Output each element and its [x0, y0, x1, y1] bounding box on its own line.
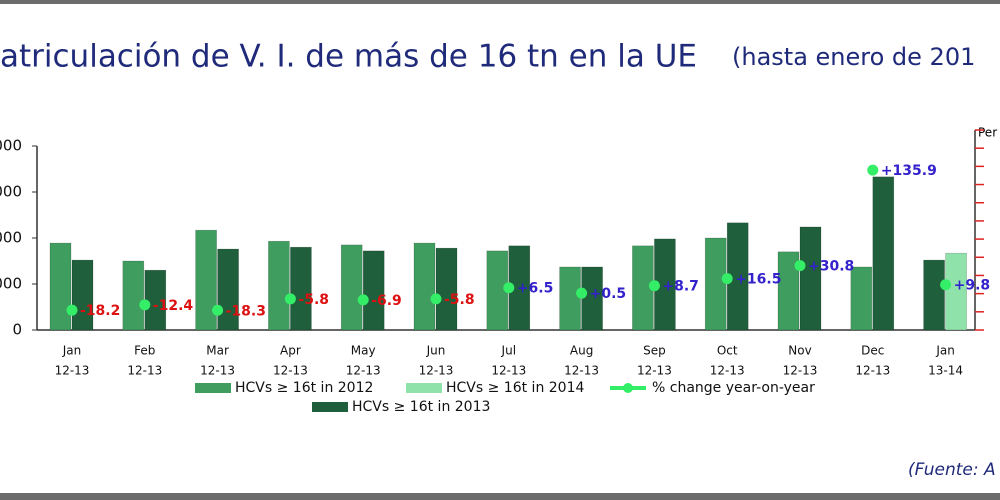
x-tick-label: Mar	[206, 344, 229, 358]
x-tick-label: 12-13	[273, 364, 308, 378]
x-tick-label: Jun	[426, 344, 446, 358]
bar	[945, 252, 967, 331]
x-tick-label: Jan	[62, 344, 82, 358]
bar	[290, 246, 312, 331]
line-marker	[867, 164, 879, 176]
bottom-border	[0, 493, 1000, 500]
y-tick-label: 0	[12, 321, 22, 339]
line-marker	[139, 299, 151, 311]
bar	[413, 242, 436, 331]
chart-title: atriculación de V. I. de más de 16 tn en…	[0, 39, 697, 75]
bar	[435, 247, 458, 331]
legend-marker	[623, 383, 633, 393]
data-label: +9.8	[954, 278, 991, 294]
line-marker	[284, 293, 296, 305]
x-tick-label: 13-14	[928, 364, 963, 378]
data-label: +8.7	[662, 279, 699, 295]
y2-axis-label: Per	[978, 126, 997, 140]
bar	[362, 250, 385, 331]
x-tick-label: 12-13	[564, 364, 599, 378]
x-tick-label: May	[351, 344, 376, 358]
x-tick-label: 12-13	[346, 364, 381, 378]
y-tick-label: 10000	[0, 275, 22, 293]
data-label: -6.9	[371, 293, 402, 309]
data-label: +6.5	[517, 281, 554, 297]
line-marker	[66, 304, 78, 316]
x-tick-label: 12-13	[855, 364, 890, 378]
x-tick-label: Sep	[643, 344, 666, 358]
x-tick-label: 12-13	[783, 364, 818, 378]
data-label: +16.5	[735, 272, 781, 288]
data-label: -18.3	[226, 303, 266, 319]
bar	[777, 251, 800, 331]
y-tick-label: 20000	[0, 229, 22, 247]
x-tick-label: 12-13	[55, 364, 90, 378]
bar	[122, 260, 145, 331]
x-tick-label: Dec	[861, 344, 884, 358]
top-border	[0, 0, 1000, 4]
line-marker	[721, 273, 733, 285]
data-label: -18.2	[80, 303, 120, 319]
bar	[340, 244, 363, 331]
line-marker	[212, 304, 224, 316]
legend-label: HCVs ≥ 16t in 2014	[446, 380, 584, 396]
bar	[923, 259, 945, 331]
data-label: +0.5	[590, 286, 627, 302]
y-tick-label: 40000	[0, 137, 22, 155]
line-marker	[430, 293, 442, 305]
bar	[268, 240, 290, 331]
x-tick-label: Nov	[788, 344, 811, 358]
line-marker	[940, 279, 952, 291]
bar	[71, 259, 94, 331]
x-tick-label: 12-13	[200, 364, 235, 378]
x-tick-label: Feb	[134, 344, 155, 358]
data-label: -5.8	[444, 292, 475, 308]
x-tick-label: Jul	[501, 344, 516, 358]
x-tick-label: Aug	[570, 344, 593, 358]
x-tick-label: 12-13	[637, 364, 672, 378]
data-label: +135.9	[881, 163, 937, 179]
data-label: -5.8	[298, 292, 329, 308]
data-label: +30.8	[808, 259, 854, 275]
legend-label: HCVs ≥ 16t in 2013	[352, 399, 490, 415]
line-marker	[794, 260, 806, 272]
legend-label: HCVs ≥ 16t in 2012	[235, 380, 373, 396]
x-tick-label: 12-13	[710, 364, 745, 378]
chart-subtitle: (hasta enero de 201	[732, 43, 975, 71]
x-tick-label: 12-13	[419, 364, 454, 378]
line-marker	[503, 282, 515, 294]
x-tick-label: 12-13	[491, 364, 526, 378]
legend-swatch	[406, 383, 442, 393]
bar	[704, 237, 727, 331]
y-tick-label: 30000	[0, 183, 22, 201]
line-marker	[576, 287, 588, 299]
legend-swatch	[195, 383, 231, 393]
source: (Fuente: A	[908, 460, 996, 480]
data-label: -12.4	[153, 298, 194, 314]
bar	[799, 226, 822, 331]
bar	[559, 266, 581, 331]
bar	[195, 229, 217, 331]
bar	[49, 242, 72, 331]
x-tick-label: 12-13	[127, 364, 162, 378]
line-marker	[357, 294, 369, 306]
legend-label: % change year-on-year	[652, 380, 815, 396]
x-tick-label: Apr	[280, 344, 301, 358]
x-tick-label: Jan	[935, 344, 955, 358]
bar	[850, 266, 873, 331]
x-tick-label: Oct	[717, 344, 738, 358]
line-marker	[648, 280, 660, 292]
bar	[872, 176, 895, 331]
legend-swatch	[312, 402, 348, 412]
